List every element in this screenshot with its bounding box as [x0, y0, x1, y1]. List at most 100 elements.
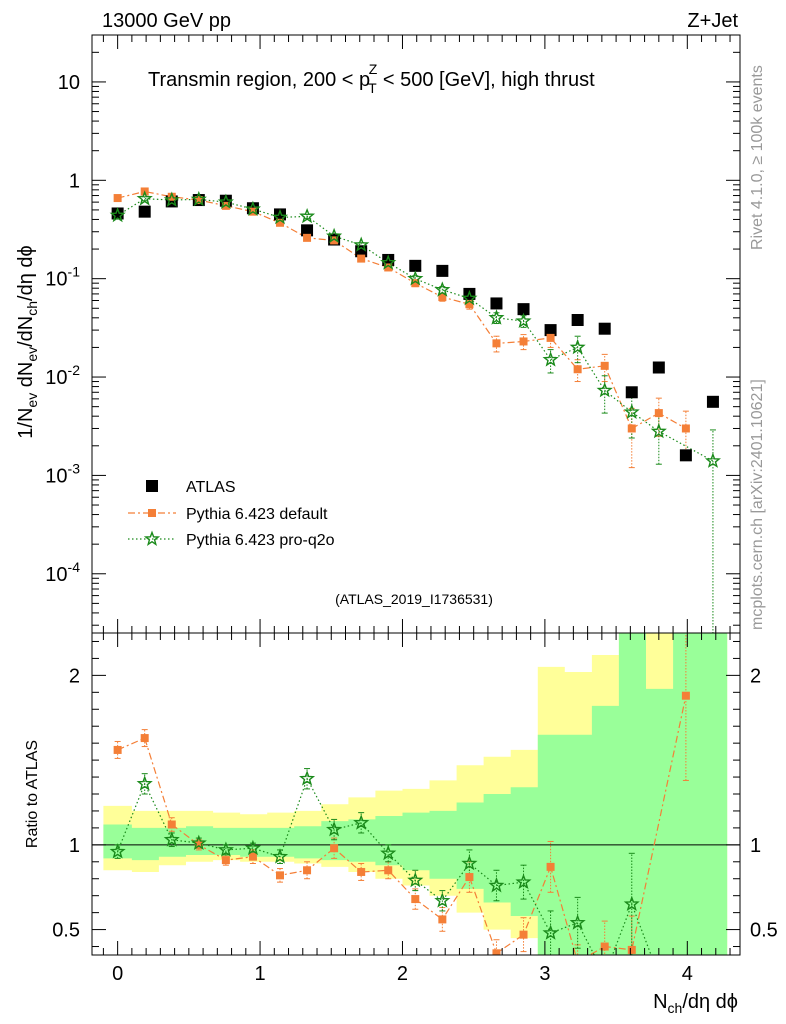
default-data-point [654, 409, 663, 418]
default-data-point [627, 424, 636, 433]
legend-label-atlas: ATLAS [186, 479, 236, 496]
proq2o-ratio-point [569, 914, 586, 930]
atlas-data-point [517, 303, 530, 316]
ratio-y-axis-label: Ratio to ATLAS [24, 740, 41, 848]
default-ratio-point [194, 840, 203, 849]
proq2o-ratio-point [217, 841, 234, 857]
proq2o-data-point [623, 403, 640, 420]
proq2o-data-point [515, 312, 532, 329]
proq2o-ratio-point [461, 854, 478, 871]
uncertainty-band-inner [103, 633, 728, 955]
title-post: < 500 [GeV], high thrust [377, 69, 595, 91]
y-tick-label: 10-4 [45, 559, 80, 586]
default-ratio-point [492, 949, 501, 955]
x-tick-label: 0 [112, 963, 123, 985]
default-data-point [275, 218, 284, 227]
main-title: Transmin region, 200 < pTZ < 500 [GeV], … [148, 61, 595, 96]
default-data-point [303, 233, 312, 242]
atlas-data-point [544, 324, 557, 337]
ratio-y-tick-label: 0.5 [52, 920, 80, 942]
default-ratio-point [627, 945, 636, 954]
default-data-point [357, 254, 366, 263]
proq2o-data-point [136, 190, 153, 206]
default-data-point [465, 300, 474, 309]
atlas-data-point [571, 314, 584, 327]
default-ratio-point [140, 734, 149, 743]
default-data-point [113, 194, 122, 203]
proq2o-data-point [407, 270, 424, 286]
default-data-point [519, 337, 528, 346]
default-data-point [546, 333, 555, 342]
legend-star-icon [143, 530, 161, 546]
ratio-y-tick-label-right: 1 [750, 835, 761, 857]
proq2o-data-point [163, 191, 180, 207]
legend-marker-atlas [146, 480, 158, 492]
proq2o-ratio-point [190, 834, 207, 851]
proq2o-data-point [271, 208, 289, 225]
proq2o-data-point [461, 289, 478, 306]
proq2o-data-point [434, 281, 451, 297]
default-data-point [221, 201, 230, 210]
atlas-data-point [382, 253, 395, 266]
atlas-data-point [652, 361, 665, 374]
default-data-point [167, 192, 176, 201]
x-tick-label: 3 [539, 963, 550, 985]
default-ratio-point [546, 862, 555, 871]
proq2o-ratio-point [488, 876, 505, 893]
atlas-data-point [301, 224, 314, 237]
default-ratio-point [221, 856, 230, 865]
atlas-data-point [706, 395, 719, 408]
proq2o-ratio-point [271, 848, 289, 864]
default-ratio-point [357, 867, 366, 876]
proq2o-ratio-point [407, 871, 424, 888]
ratio-panel: 0.5 0.5 1 1 2 2 0 1 2 3 4 Ratio to ATLAS Nch/dη d… [24, 632, 778, 1016]
ratio-y-tick-label-right: 0.5 [750, 920, 778, 942]
default-data-point [438, 293, 447, 302]
title-sub: T [368, 80, 377, 96]
proq2o-ratio-point [353, 814, 370, 830]
title-pre: Transmin region, 200 < p [148, 69, 370, 91]
default-ratio-point [330, 844, 339, 853]
atlas-data-point [409, 259, 422, 272]
title-sup: Z [369, 61, 378, 77]
default-data-point [330, 236, 339, 245]
proq2o-data-point [326, 227, 343, 244]
legend: ATLAS Pythia 6.423 default Pythia 6.423 … [128, 479, 335, 549]
proq2o-ratio-point [542, 924, 559, 940]
proq2o-data-point [596, 381, 613, 398]
default-ratio-point [275, 871, 284, 880]
y-tick-label: 1 [69, 170, 80, 192]
default-data-point [411, 279, 420, 288]
default-ratio-point [303, 866, 312, 875]
proq2o-data-point [217, 193, 234, 210]
energy-label: 13000 GeV pp [102, 10, 231, 32]
default-ratio-point [411, 895, 420, 904]
proq2o-ratio-point [434, 892, 451, 908]
proq2o-ratio-point [515, 873, 532, 890]
proq2o-data-point [704, 452, 721, 468]
legend-label-default: Pythia 6.423 default [186, 506, 328, 523]
process-label: Z+Jet [687, 10, 738, 32]
main-panel: 10-4 10-3 10-2 10-1 1 10 Transmin region, 200… [15, 34, 741, 634]
atlas-data-point [679, 449, 692, 462]
proq2o-data-point [299, 207, 316, 224]
proq2o-data-point [569, 338, 586, 355]
proq2o-data-point [353, 236, 370, 252]
y-tick-label: 10-3 [45, 460, 80, 487]
atlas-data-point [490, 297, 503, 310]
proq2o-ratio-point [109, 843, 126, 859]
default-ratio-point [438, 915, 447, 924]
proq2o-data-point [542, 351, 559, 367]
proq2o-ratio-point [299, 770, 316, 786]
x-tick-label: 4 [682, 963, 693, 985]
default-ratio-point [519, 930, 528, 939]
main-y-axis-label: 1/Nev dNev/dNch/dη dϕ [15, 245, 40, 438]
proq2o-data-point [190, 190, 207, 207]
proq2o-data-point [650, 422, 667, 439]
atlas-data-point [436, 264, 449, 277]
default-data-point [492, 339, 501, 348]
legend-label-proq2o: Pythia 6.423 pro-q2o [186, 532, 335, 549]
mcplots-label: mcplots.cern.ch [arXiv:2401.10621] [749, 379, 766, 630]
analysis-watermark: (ATLAS_2019_I1736531) [335, 591, 493, 607]
